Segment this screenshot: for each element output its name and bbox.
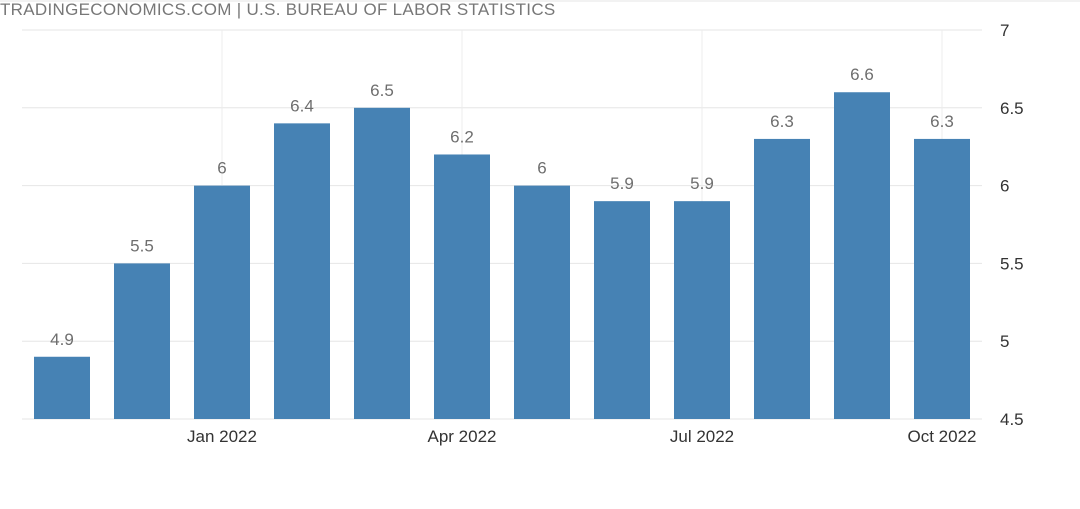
x-tick-label: Jul 2022 — [670, 427, 734, 446]
bar-value-label: 5.9 — [690, 174, 714, 193]
bar — [754, 138, 810, 420]
bar-value-label: 5.5 — [130, 236, 154, 255]
bar-value-label: 6.6 — [850, 65, 874, 84]
bar — [114, 263, 170, 419]
bar — [354, 107, 410, 420]
y-tick-label: 6.5 — [1000, 99, 1024, 118]
bar-value-label: 6.2 — [450, 127, 474, 146]
bar — [674, 201, 730, 419]
bar — [274, 123, 330, 420]
bar-value-label: 6.4 — [290, 96, 314, 115]
bar — [914, 138, 970, 420]
y-tick-label: 5.5 — [1000, 254, 1024, 273]
bar-value-label: 6 — [217, 159, 226, 178]
bar-value-label: 6.3 — [930, 112, 954, 131]
bar-value-label: 6 — [537, 159, 546, 178]
bar-value-label: 5.9 — [610, 174, 634, 193]
source-credit: TRADINGECONOMICS.COM | U.S. BUREAU OF LA… — [0, 0, 556, 19]
bar — [34, 356, 90, 419]
bar — [594, 201, 650, 419]
bar — [434, 154, 490, 420]
bar-value-label: 6.3 — [770, 112, 794, 131]
x-tick-label: Jan 2022 — [187, 427, 257, 446]
bar — [514, 185, 570, 419]
bar-value-label: 6.5 — [370, 81, 394, 100]
y-tick-label: 7 — [1000, 21, 1009, 40]
y-tick-label: 5 — [1000, 332, 1009, 351]
y-tick-label: 4.5 — [1000, 410, 1024, 429]
x-tick-label: Oct 2022 — [908, 427, 977, 446]
bar-value-label: 4.9 — [50, 330, 74, 349]
bar — [194, 185, 250, 419]
y-tick-label: 6 — [1000, 177, 1009, 196]
bar — [834, 92, 890, 420]
x-tick-label: Apr 2022 — [428, 427, 497, 446]
